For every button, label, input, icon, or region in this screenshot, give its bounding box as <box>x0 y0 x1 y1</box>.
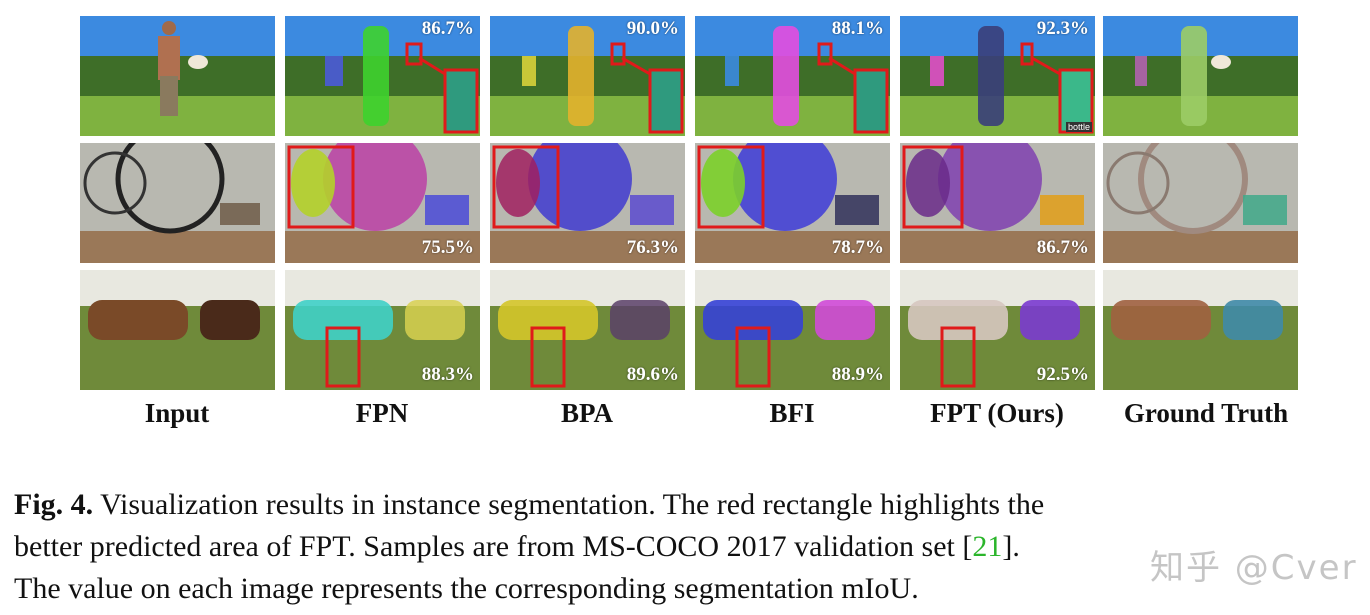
row1-bpa-image: 90.0% <box>490 16 685 136</box>
row1-bfi-mask <box>773 26 799 126</box>
caption-line2-end: ]. <box>1002 530 1020 563</box>
row2-input-scene <box>80 143 275 263</box>
row3-input-scene <box>80 270 275 390</box>
row1-bpa-scene <box>490 16 685 136</box>
column-label-ground-truth: Ground Truth <box>1123 398 1289 428</box>
row1-fpn-scene <box>285 16 480 136</box>
figure-caption: Fig. 4. Visualization results in instanc… <box>14 484 1364 610</box>
row1-fpn-mask <box>363 26 389 126</box>
row2-fpn-score: 75.5% <box>421 237 474 258</box>
row2-fpt-score: 86.7% <box>1036 237 1089 258</box>
row1-fpt-image: 92.3% bottle <box>900 16 1095 136</box>
row2-bpa-score: 76.3% <box>626 237 679 258</box>
row1-bpa-score: 90.0% <box>626 18 679 39</box>
row1-bfi-score: 88.1% <box>831 18 884 39</box>
row3-fpn-score: 88.3% <box>421 364 474 385</box>
caption-line2: better predicted area of FPT. Samples ar… <box>14 530 973 563</box>
row1-fpn-image: 86.7% <box>285 16 480 136</box>
row1-fpt-mask <box>978 26 1004 126</box>
row1-fpt-scene <box>900 16 1095 136</box>
row3-bfi-scene <box>695 270 890 390</box>
row2-bfi-scene <box>695 143 890 263</box>
column-label-bpa: BPA <box>561 398 613 428</box>
row2-gt-image <box>1103 143 1298 263</box>
row2-fpt-scene <box>900 143 1095 263</box>
row3-fpn-scene <box>285 270 480 390</box>
row3-bfi-score: 88.9% <box>831 364 884 385</box>
row3-bpa-score: 89.6% <box>626 364 679 385</box>
row3-fpt-score: 92.5% <box>1036 364 1089 385</box>
row1-gt-image <box>1103 16 1298 136</box>
row3-bpa-scene <box>490 270 685 390</box>
column-label-input: Input <box>144 398 210 428</box>
row3-fpt-image: 92.5% <box>900 270 1095 390</box>
row2-bfi-score: 78.7% <box>831 237 884 258</box>
row1-bpa-mask <box>568 26 594 126</box>
row2-gt-scene <box>1103 143 1298 263</box>
row3-bfi-image: 88.9% <box>695 270 890 390</box>
row2-bpa-image: 76.3% <box>490 143 685 263</box>
row2-bpa-scene <box>490 143 685 263</box>
row3-fpn-image: 88.3% <box>285 270 480 390</box>
row1-bfi-image: 88.1% <box>695 16 890 136</box>
row1-input-image <box>80 16 275 136</box>
row1-gt-mask <box>1181 26 1207 126</box>
row1-fpt-score: 92.3% <box>1036 18 1089 39</box>
row2-bfi-image: 78.7% <box>695 143 890 263</box>
row2-fpn-scene <box>285 143 480 263</box>
row3-fpt-scene <box>900 270 1095 390</box>
caption-prefix: Fig. 4. <box>14 488 94 521</box>
column-label-fpn: FPN <box>355 398 409 428</box>
row1-fpn-score: 86.7% <box>421 18 474 39</box>
column-label-bfi: BFI <box>769 398 815 428</box>
row3-gt-image <box>1103 270 1298 390</box>
row3-gt-scene <box>1103 270 1298 390</box>
column-label-fpt: FPT (Ours) <box>930 398 1064 428</box>
caption-line1: Visualization results in instance segmen… <box>93 488 1045 521</box>
row2-input-image <box>80 143 275 263</box>
watermark: 知乎 @Cver <box>1150 548 1358 588</box>
row2-fpt-image: 86.7% <box>900 143 1095 263</box>
row2-fpn-image: 75.5% <box>285 143 480 263</box>
bottle-tag: bottle <box>1066 122 1093 132</box>
row3-bpa-image: 89.6% <box>490 270 685 390</box>
row1-bfi-scene <box>695 16 890 136</box>
row1-input-scene <box>80 16 275 136</box>
row3-input-image <box>80 270 275 390</box>
caption-line3: The value on each image represents the c… <box>14 572 919 605</box>
caption-citation-link[interactable]: 21 <box>972 530 1003 563</box>
row1-gt-scene <box>1103 16 1298 136</box>
